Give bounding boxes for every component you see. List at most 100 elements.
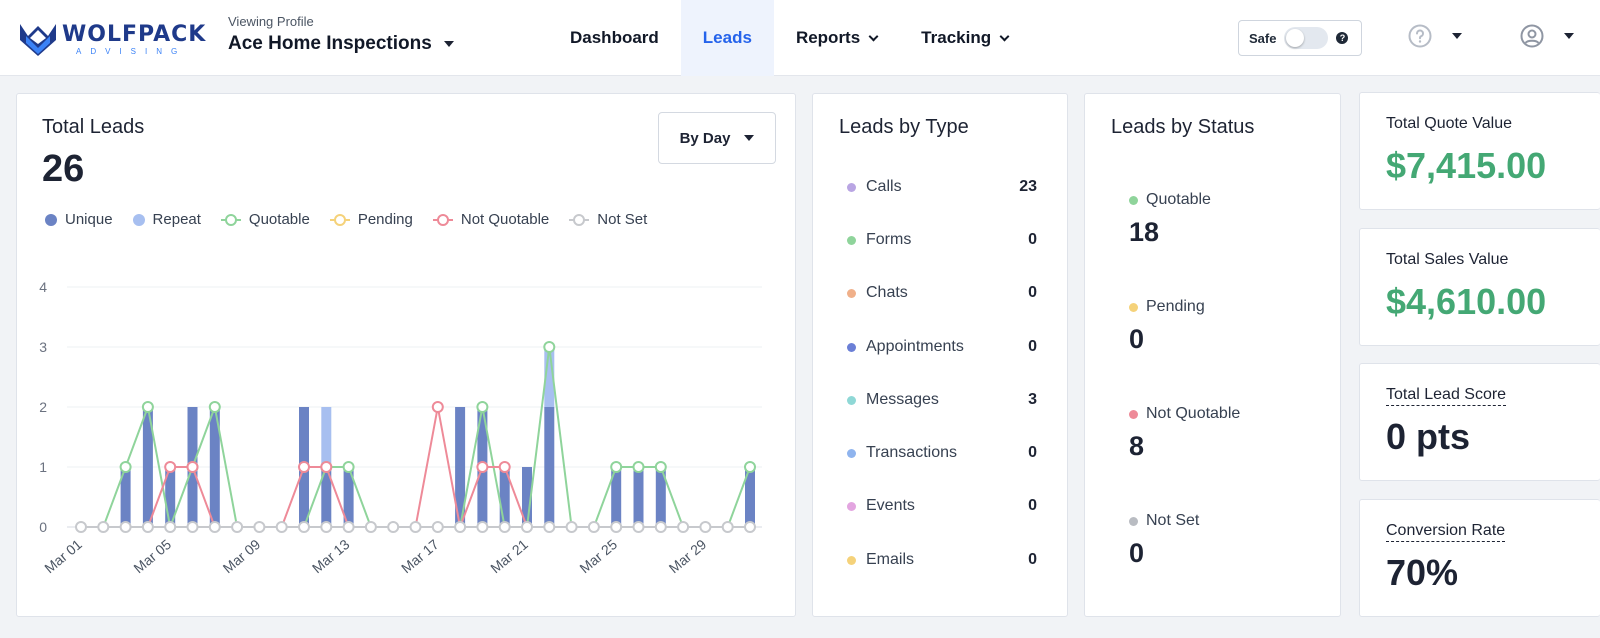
legend-label: Pending [357,211,413,228]
point-not-set [654,521,667,533]
nav-tracking[interactable]: Tracking [899,0,1030,76]
legend-item-unique[interactable]: Unique [45,211,113,228]
x-tick-label: Mar 09 [220,536,264,576]
point-not-set [164,521,177,533]
question-badge-icon[interactable]: ? [1336,32,1349,44]
point-not-set [208,521,221,533]
safe-toggle[interactable] [1284,27,1329,49]
bar-unique [321,467,332,527]
help-menu[interactable] [1408,24,1462,48]
x-tick-label: Mar 01 [41,536,85,576]
legend-item-not-quotable[interactable]: Not Quotable [432,211,550,228]
type-row-transactions: Transactions 0 [847,444,1037,462]
type-row-events: Events 0 [847,497,1037,515]
type-dot [847,395,856,405]
bar-unique [455,407,466,527]
type-row-appointments: Appointments 0 [847,338,1037,356]
metric-value: $7,415.00 [1386,145,1547,186]
bar-unique [209,407,220,527]
point-not-quotable [498,461,511,473]
point-not-set [521,521,533,533]
bar-unique [142,407,153,527]
caret-down-icon [1452,33,1462,39]
caret-down-icon [744,135,755,141]
user-menu[interactable] [1520,24,1574,48]
metric-total-sales-value: Total Sales Value $4,610.00 [1359,228,1600,346]
type-label: Appointments [866,338,964,355]
status-dot [1129,516,1138,526]
leads-by-status-title: Leads by Status [1111,116,1255,138]
bar-repeat [544,347,555,407]
logo-subtitle: ADVISING [76,47,187,56]
toggle-knob [1286,29,1305,47]
type-label: Messages [866,391,939,408]
nav-reports-label: Reports [795,28,861,47]
type-dot [847,288,856,298]
type-dot [847,448,856,458]
legend-label: Not Quotable [460,211,550,228]
nav-leads[interactable]: Leads [680,0,774,76]
point-not-set [632,521,645,533]
leads-by-type-title: Leads by Type [839,116,969,138]
point-not-set [141,521,154,533]
type-row-emails: Emails 0 [847,551,1037,569]
profile-caption: Viewing Profile [228,14,314,29]
caret-down-icon [443,41,454,47]
point-not-set [454,521,467,533]
period-select[interactable]: By Day [658,112,776,164]
type-value: 0 [1028,497,1037,514]
profile-name: Ace Home Inspections [228,33,432,54]
bar-unique [499,467,510,527]
point-quotable [342,461,355,473]
legend-item-pending[interactable]: Pending [329,211,413,228]
status-quotable: Quotable 18 [1129,191,1211,248]
status-not-set: Not Set 0 [1129,512,1199,569]
point-not-set [498,521,511,533]
logo[interactable]: WOLFPACK ADVISING [16,16,205,60]
type-label: Transactions [866,444,957,461]
type-dot [847,342,856,352]
bar-repeat [321,407,332,467]
nav-dashboard[interactable]: Dashboard [548,0,681,76]
safe-mode-control: Safe ? [1238,20,1362,56]
status-label: Quotable [1146,191,1211,208]
point-not-quotable [298,461,310,473]
metric-conversion-rate: Conversion Rate 70% [1359,499,1600,617]
status-label: Not Quotable [1146,405,1241,422]
point-not-set [97,521,110,533]
safe-label: Safe [1249,30,1277,46]
point-not-quotable [476,461,489,473]
metric-label[interactable]: Conversion Rate [1386,522,1506,542]
legend-marker [329,213,350,226]
point-not-set [253,521,266,533]
y-tick-label: 0 [39,519,47,535]
bar-unique [611,467,622,527]
type-value: 0 [1028,551,1037,568]
logo-wordmark: WOLFPACK [62,22,207,47]
bar-unique [633,467,644,527]
point-quotable [208,401,221,413]
legend-item-repeat[interactable]: Repeat [132,211,201,228]
point-not-set [721,521,734,533]
type-value: 0 [1028,338,1037,355]
status-value: 0 [1129,324,1145,354]
chart-legend: Unique Repeat Quotable Pending Not Quotable N… [45,211,647,228]
point-not-set [699,521,712,533]
status-label: Not Set [1146,512,1200,529]
point-not-set [342,521,355,533]
point-not-set [476,521,489,533]
type-row-chats: Chats 0 [847,284,1037,302]
bar-unique [522,467,532,527]
status-pending: Pending 0 [1129,298,1205,355]
nav-reports[interactable]: Reports [774,0,899,76]
legend-item-not-set[interactable]: Not Set [569,211,647,228]
point-not-set [409,521,422,533]
y-tick-label: 4 [39,279,47,295]
leads-by-status-card: Leads by Status Quotable 18 Pending 0 No… [1084,93,1341,617]
metric-label[interactable]: Total Lead Score [1386,386,1507,406]
legend-item-quotable[interactable]: Quotable [220,211,310,228]
legend-label: Repeat [152,211,201,228]
profile-selector[interactable]: Viewing Profile Ace Home Inspections [228,14,454,55]
bar-unique [655,467,666,527]
status-value: 18 [1129,217,1160,247]
